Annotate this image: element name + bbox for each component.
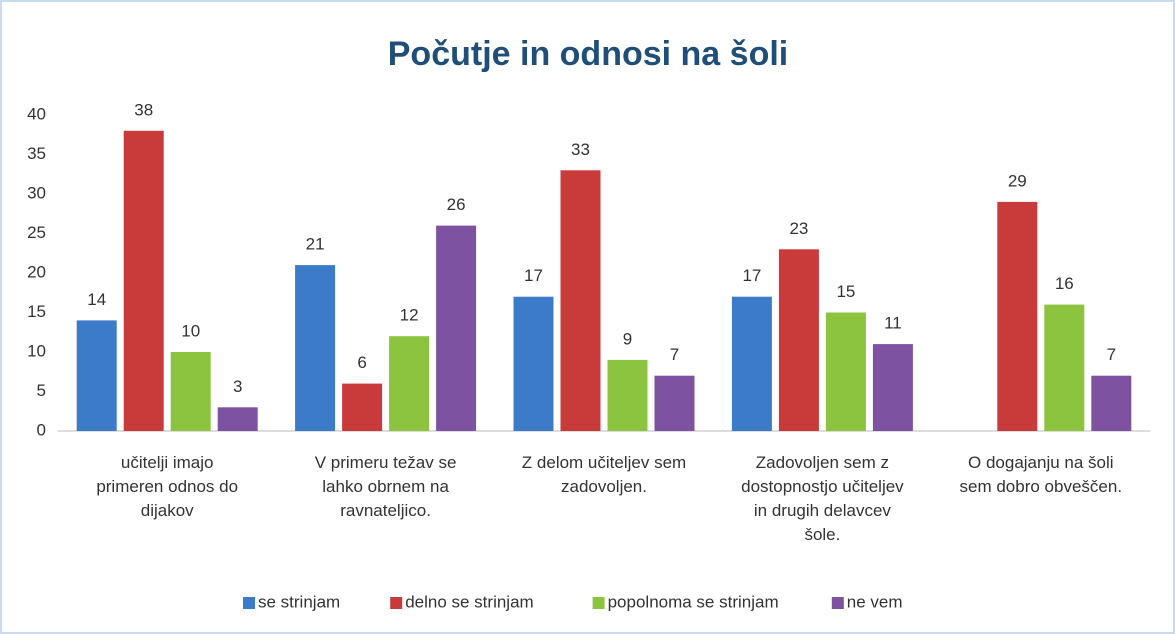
bar	[342, 383, 383, 431]
y-tick-label: 35	[27, 144, 46, 163]
data-label: 9	[623, 329, 632, 348]
legend-label: delno se strinjam	[405, 592, 534, 611]
legend-swatch	[243, 597, 255, 609]
bar	[436, 225, 477, 431]
y-tick-label: 25	[27, 223, 46, 242]
bar	[654, 375, 695, 431]
bar	[560, 170, 601, 432]
chart-title: Počutje in odnosi na šoli	[388, 35, 788, 73]
data-label: 14	[87, 290, 106, 309]
data-label: 17	[524, 266, 543, 285]
legend-label: popolnoma se strinjam	[608, 592, 779, 611]
data-label: 7	[670, 345, 679, 364]
legend-swatch	[592, 597, 605, 609]
data-label: 17	[742, 266, 761, 285]
y-tick-label: 40	[27, 104, 46, 123]
x-tick-label: Zadovoljen sem z dostopnostjo učiteljev in…	[741, 453, 904, 544]
bar	[123, 130, 164, 432]
bar	[76, 320, 117, 431]
data-label: 12	[400, 306, 419, 325]
bar	[513, 296, 554, 431]
y-tick-label: 20	[27, 262, 46, 281]
bar	[825, 312, 866, 431]
bar	[170, 352, 211, 431]
data-label: 38	[134, 100, 153, 119]
data-label: 29	[1008, 171, 1027, 190]
legend-label: ne vem	[847, 592, 903, 611]
bar	[778, 249, 819, 431]
y-tick-label: 10	[27, 341, 46, 360]
bar	[731, 296, 772, 431]
y-tick-label: 15	[27, 302, 46, 321]
x-tick-label: Z delom učiteljev sem zadovoljen.	[522, 453, 686, 496]
data-label: 23	[789, 219, 808, 238]
y-tick-label: 5	[37, 381, 46, 400]
data-label: 26	[447, 195, 466, 214]
data-label: 15	[836, 282, 855, 301]
data-label: 11	[884, 314, 902, 333]
data-label: 3	[233, 377, 242, 396]
y-tick-label: 0	[37, 420, 46, 439]
bar	[217, 407, 258, 431]
data-label: 6	[357, 353, 366, 372]
bar	[1091, 375, 1132, 431]
bar	[997, 201, 1038, 431]
bar	[872, 344, 913, 431]
y-tick-label: 30	[27, 183, 46, 202]
bar	[1044, 304, 1085, 431]
data-label: 7	[1107, 345, 1116, 364]
legend-swatch	[390, 597, 403, 609]
data-label: 10	[181, 321, 200, 340]
bar	[389, 336, 430, 431]
data-label: 33	[571, 140, 590, 159]
x-tick-label: učitelji imajo primeren odnos do dijakov	[96, 453, 238, 520]
x-tick-label: O dogajanju na šoli sem dobro obveščen.	[960, 453, 1123, 496]
bar	[295, 265, 336, 431]
bar	[607, 359, 648, 431]
legend-label: se strinjam	[258, 592, 340, 611]
legend-swatch	[831, 597, 844, 609]
data-label: 21	[306, 235, 325, 254]
data-label: 16	[1055, 274, 1074, 293]
x-tick-label: V primeru težav se lahko obrnem na ravnate…	[315, 453, 457, 520]
